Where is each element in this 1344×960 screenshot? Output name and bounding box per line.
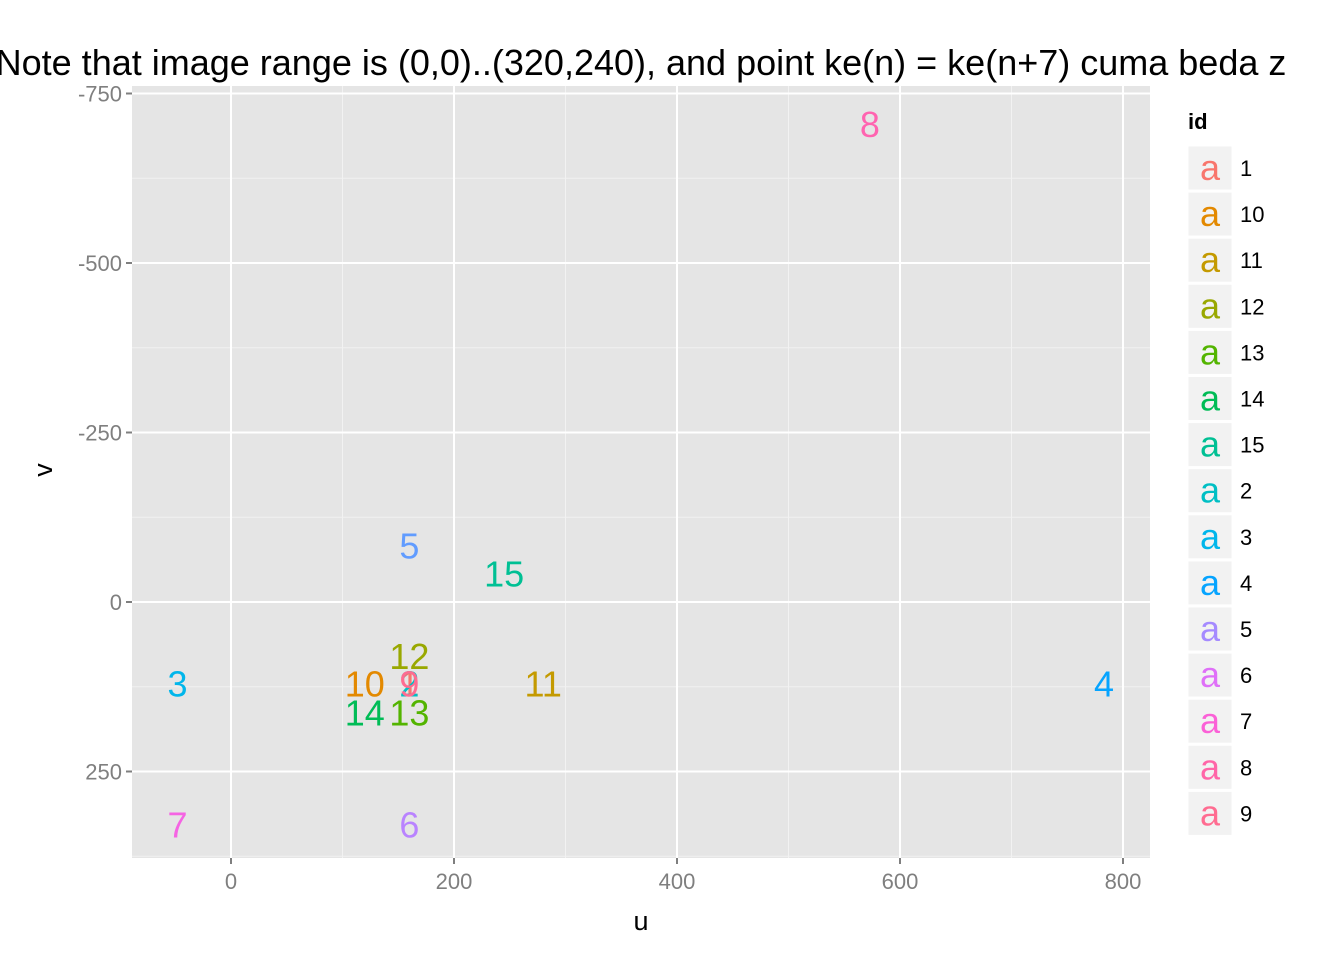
legend-key-glyph: a bbox=[1200, 331, 1221, 372]
minor-gridlines bbox=[132, 86, 1150, 858]
legend-key bbox=[1187, 560, 1233, 606]
point-label-11: 11 bbox=[525, 663, 562, 704]
legend-label: 13 bbox=[1240, 340, 1264, 365]
point-label-6: 6 bbox=[399, 804, 419, 845]
legend-key bbox=[1187, 376, 1233, 421]
legend-label: 10 bbox=[1240, 202, 1264, 227]
legend-key-glyph: a bbox=[1200, 700, 1221, 741]
legend-item: a 15 bbox=[1187, 422, 1264, 468]
y-tick-label: -500 bbox=[78, 251, 122, 276]
legend-label: 6 bbox=[1240, 663, 1252, 688]
legend-label: 1 bbox=[1240, 156, 1252, 181]
legend-key-glyph: a bbox=[1200, 516, 1221, 557]
legend-label: 8 bbox=[1240, 755, 1252, 780]
legend-item: a 10 bbox=[1187, 191, 1264, 237]
legend-key-glyph: a bbox=[1200, 285, 1221, 326]
legend-item: a 11 bbox=[1187, 237, 1263, 283]
x-tick-label: 200 bbox=[436, 869, 473, 894]
point-label-13: 13 bbox=[389, 693, 429, 734]
legend-item: a 13 bbox=[1187, 329, 1264, 375]
point-label-14: 14 bbox=[345, 693, 385, 734]
legend-key bbox=[1187, 790, 1233, 836]
point-label-7: 7 bbox=[167, 804, 187, 845]
point-label-5: 5 bbox=[399, 526, 419, 567]
legend-key-glyph: a bbox=[1200, 608, 1221, 649]
legend-key-glyph: a bbox=[1200, 424, 1221, 465]
point-label-4: 4 bbox=[1094, 663, 1114, 704]
y-tick-label: -750 bbox=[78, 82, 122, 107]
y-axis-title: v bbox=[28, 463, 58, 477]
point-label-1: 1 bbox=[399, 663, 419, 704]
y-tick-label: -250 bbox=[78, 421, 122, 446]
legend-key-glyph: a bbox=[1200, 378, 1221, 419]
legend-key-glyph: a bbox=[1200, 562, 1221, 603]
legend-label: 15 bbox=[1240, 433, 1264, 458]
legend-label: 3 bbox=[1240, 525, 1252, 550]
legend-key-glyph: a bbox=[1200, 147, 1221, 188]
y-tick-label: 250 bbox=[85, 760, 122, 785]
major-gridlines bbox=[132, 86, 1150, 858]
legend-label: 2 bbox=[1240, 479, 1252, 504]
plot-panel bbox=[132, 86, 1150, 858]
legend-key bbox=[1187, 652, 1233, 698]
x-tick-label: 600 bbox=[882, 869, 919, 894]
legend-key bbox=[1187, 606, 1233, 652]
y-axis: -750 -500 -250 0 250 bbox=[78, 82, 132, 785]
legend-key-glyph: a bbox=[1200, 792, 1221, 833]
legend-key bbox=[1187, 283, 1233, 329]
legend-item: a 12 bbox=[1187, 283, 1264, 329]
legend-key bbox=[1187, 698, 1233, 744]
x-tick-label: 0 bbox=[225, 869, 237, 894]
legend-key bbox=[1187, 329, 1233, 375]
legend-label: 5 bbox=[1240, 617, 1252, 642]
legend-title: id bbox=[1188, 109, 1208, 134]
point-label-9: 9 bbox=[399, 663, 419, 704]
legend-key bbox=[1187, 514, 1233, 560]
x-tick-label: 400 bbox=[659, 869, 696, 894]
point-label-10: 10 bbox=[345, 663, 385, 704]
legend-key bbox=[1187, 468, 1233, 514]
legend-key-glyph: a bbox=[1200, 746, 1221, 787]
legend-key bbox=[1187, 422, 1233, 468]
legend-key-glyph: a bbox=[1200, 654, 1221, 695]
legend-label: 14 bbox=[1240, 387, 1264, 412]
legend-label: 7 bbox=[1240, 709, 1252, 734]
x-tick-label: 800 bbox=[1105, 869, 1142, 894]
legend-key-glyph: a bbox=[1200, 239, 1221, 280]
point-label-8: 8 bbox=[860, 104, 880, 145]
legend-key-glyph: a bbox=[1200, 193, 1221, 234]
legend-label: 9 bbox=[1240, 801, 1252, 826]
point-label-12: 12 bbox=[389, 636, 429, 677]
legend-key bbox=[1187, 237, 1233, 283]
point-label-3: 3 bbox=[167, 663, 187, 704]
legend-key bbox=[1187, 744, 1233, 790]
x-axis: 0 200 400 600 800 bbox=[225, 858, 1141, 894]
legend-label: 4 bbox=[1240, 571, 1252, 596]
legend: id a 1a 10a 11a 12a 13a 14a 15a 2a 3a 4a 5a 6a 7a 8a 9 bbox=[1187, 109, 1264, 836]
legend-key bbox=[1187, 145, 1233, 191]
x-axis-title: u bbox=[633, 906, 648, 936]
legend-item: a 14 bbox=[1187, 376, 1264, 421]
point-label-15: 15 bbox=[484, 554, 524, 595]
chart-title: Note that image range is (0,0)..(320,240… bbox=[0, 42, 1286, 83]
y-tick-label: 0 bbox=[110, 590, 122, 615]
legend-label: 12 bbox=[1240, 294, 1264, 319]
legend-key bbox=[1187, 191, 1233, 237]
point-label-2: 2 bbox=[399, 663, 419, 704]
legend-key-glyph: a bbox=[1200, 470, 1221, 511]
legend-label: 11 bbox=[1240, 248, 1263, 273]
